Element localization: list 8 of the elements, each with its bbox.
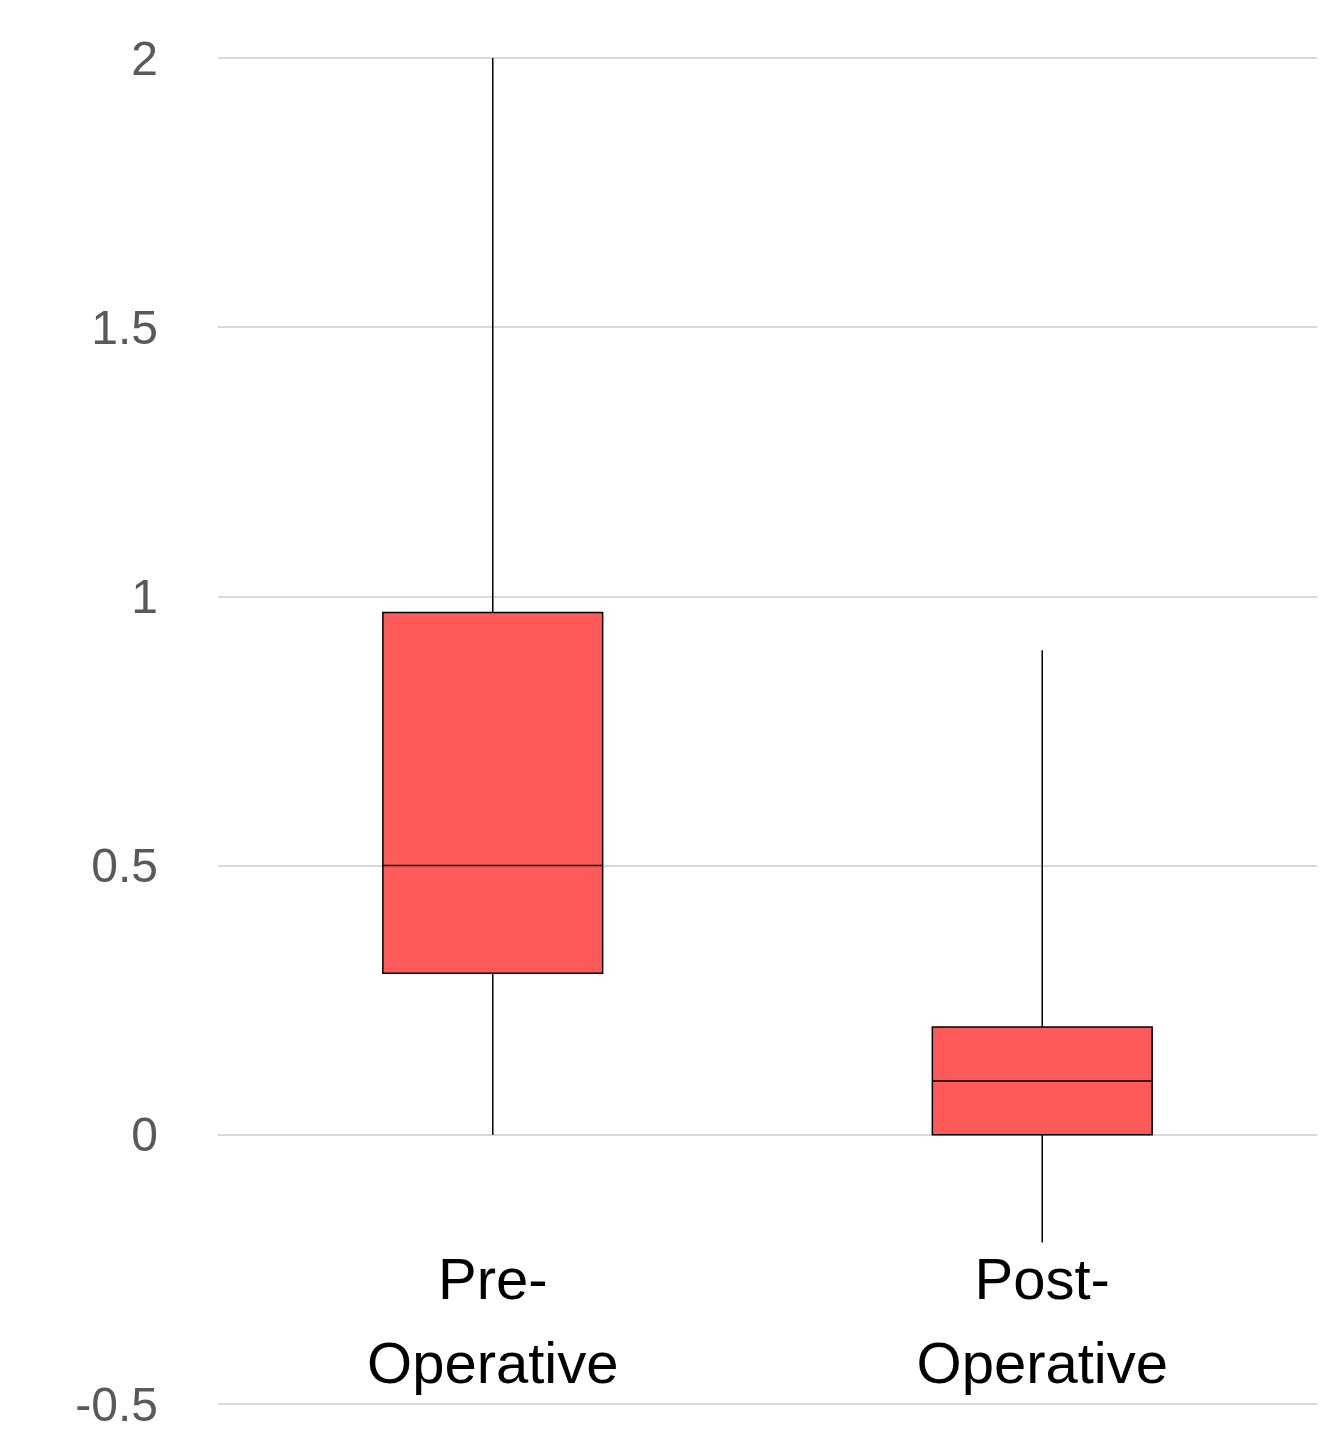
y-tick-label: 1 (131, 569, 158, 623)
y-tick-label: 0 (131, 1108, 158, 1162)
y-tick-label: -0.5 (75, 1377, 158, 1431)
y-tick-label: 1.5 (91, 300, 158, 354)
y-tick-label: 2 (131, 31, 158, 85)
x-tick-label: Post-Operative (916, 1245, 1168, 1395)
y-tick-label: 0.5 (91, 839, 158, 893)
x-tick-label: Pre-Operative (367, 1245, 619, 1395)
